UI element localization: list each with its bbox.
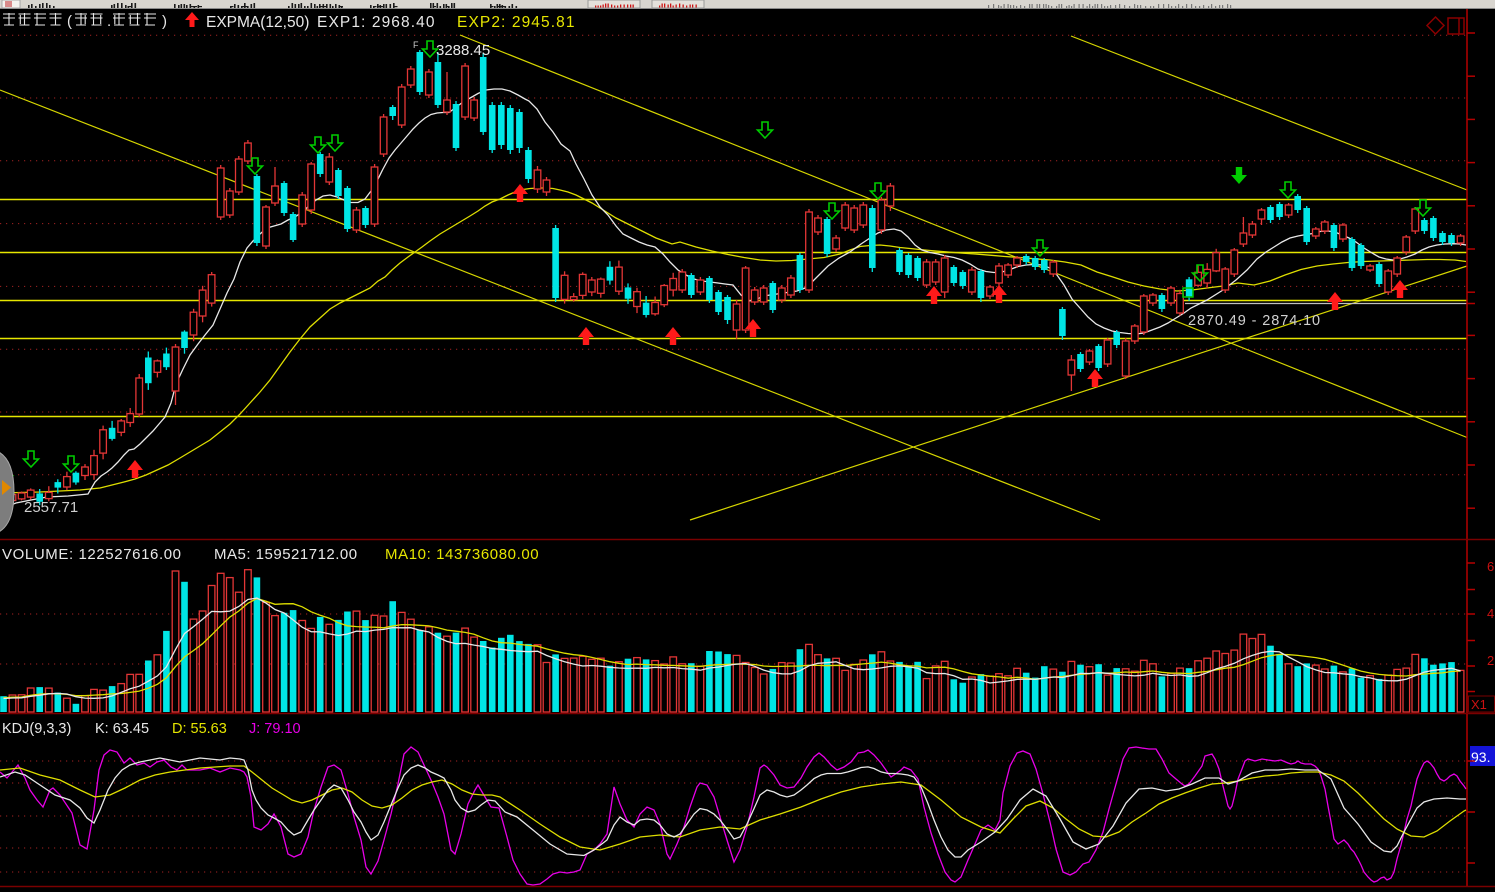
svg-text:F: F: [413, 40, 419, 50]
svg-text:EXP2: 2945.81: EXP2: 2945.81: [457, 14, 576, 31]
svg-text:6: 6: [1487, 559, 1494, 574]
svg-text:D: 55.63: D: 55.63: [172, 721, 227, 737]
svg-text:EXPMA(12,50): EXPMA(12,50): [206, 14, 309, 31]
svg-text:MA10: 143736080.00: MA10: 143736080.00: [385, 546, 539, 563]
svg-text:X1: X1: [1471, 697, 1487, 712]
svg-text:93.: 93.: [1471, 749, 1490, 765]
svg-text:2870.49 - 2874.10: 2870.49 - 2874.10: [1188, 313, 1321, 329]
svg-text:3288.45: 3288.45: [436, 42, 490, 59]
svg-text:VOLUME: 122527616.00: VOLUME: 122527616.00: [2, 546, 182, 563]
svg-text:EXP1: 2968.40: EXP1: 2968.40: [317, 14, 436, 31]
svg-text:4: 4: [1487, 606, 1494, 621]
svg-text:.: .: [107, 13, 111, 30]
svg-text:KDJ(9,3,3): KDJ(9,3,3): [2, 721, 71, 737]
svg-text:(: (: [67, 13, 72, 30]
svg-text:2: 2: [1487, 653, 1494, 668]
svg-text:K: 63.45: K: 63.45: [95, 721, 149, 737]
svg-text:2557.71: 2557.71: [24, 499, 78, 516]
svg-text:J: 79.10: J: 79.10: [249, 721, 301, 737]
svg-text:): ): [162, 13, 167, 30]
svg-text:MA5: 159521712.00: MA5: 159521712.00: [214, 546, 358, 563]
